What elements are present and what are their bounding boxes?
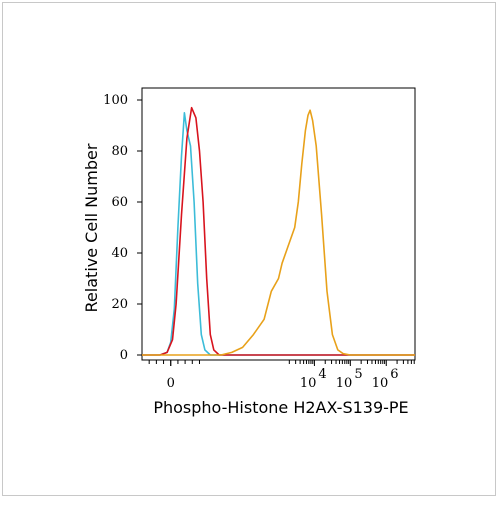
x-tick-exponent: 5 xyxy=(354,367,362,382)
histogram-series-3 xyxy=(142,109,415,356)
y-tick-label: 60 xyxy=(111,195,128,210)
figure-border xyxy=(2,2,496,496)
y-tick-label: 40 xyxy=(111,246,128,261)
y-axis-title: Relative Cell Number xyxy=(82,143,101,312)
y-tick-label: 20 xyxy=(111,297,128,312)
y-tick-label: 100 xyxy=(103,93,128,108)
x-axis-title: Phospho-Histone H2AX-S139-PE xyxy=(153,398,408,417)
x-tick-exponent: 6 xyxy=(390,367,398,382)
x-tick-label: 10 xyxy=(336,376,353,391)
y-tick-label: 80 xyxy=(111,144,128,159)
x-tick-label: 0 xyxy=(167,376,175,391)
x-tick-label: 10 xyxy=(300,376,317,391)
plot-area-frame xyxy=(141,87,416,361)
x-tick-exponent: 4 xyxy=(318,367,326,382)
y-tick-label: 0 xyxy=(120,348,128,363)
x-tick-label: 10 xyxy=(372,376,389,391)
histogram-series-2 xyxy=(142,106,415,356)
